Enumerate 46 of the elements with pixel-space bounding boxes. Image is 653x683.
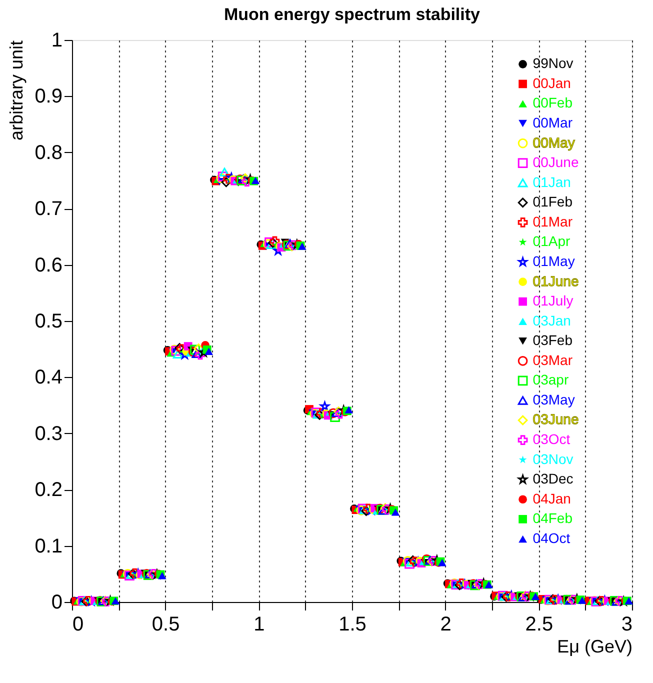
legend-label: 01Feb: [532, 194, 573, 210]
x-tick-label: 1: [254, 614, 265, 636]
legend-label: 04Jan: [532, 490, 571, 506]
legend-label: 01Jan: [532, 174, 571, 190]
legend-label: 03apr: [532, 372, 569, 388]
legend-label: 00Mar: [532, 114, 573, 131]
legend-label: 00Jan: [532, 74, 571, 91]
legend-label: 01Mar: [532, 213, 573, 230]
y-tick-label: 0.1: [34, 535, 62, 558]
legend-label: 00May: [532, 134, 575, 150]
y-tick-label: 0.6: [34, 254, 62, 276]
legend-label: 00Feb: [532, 94, 573, 111]
y-tick-label: 0.9: [34, 86, 62, 108]
y-tick-label: 0.5: [34, 310, 62, 332]
legend-label: 03June: [532, 411, 579, 428]
legend-label: 03Jan: [532, 312, 571, 328]
legend-label: 00June: [532, 154, 579, 170]
legend-label: 03Oct: [532, 431, 570, 448]
legend-label: 03May: [532, 391, 575, 408]
legend-label: 01Apr: [532, 233, 570, 250]
x-tick-label: 0.5: [152, 614, 180, 636]
y-tick-label: 0.2: [34, 479, 62, 502]
x-tick-label: 2: [440, 614, 452, 636]
legend-label: 04Oct: [532, 530, 570, 546]
x-tick-label: 1.5: [338, 614, 366, 636]
legend-label: 03Dec: [532, 470, 574, 487]
legend-label: 03Feb: [532, 332, 573, 348]
y-tick-label: 0.4: [34, 366, 62, 389]
x-tick-label: 2.5: [525, 614, 554, 636]
legend-label: 04Feb: [532, 510, 573, 526]
y-tick-label: 0: [51, 592, 62, 614]
legend-label: 01June: [532, 272, 579, 289]
chart-title: Muon energy spectrum stability: [224, 5, 481, 24]
x-axis-title: Eμ (GeV): [557, 636, 632, 656]
legend-label: 01May: [532, 252, 575, 269]
x-tick-label: 3: [621, 614, 632, 636]
legend-label: 03Nov: [532, 450, 574, 467]
y-tick-label: 0.3: [34, 422, 62, 445]
y-tick-label: 0.8: [34, 142, 62, 164]
y-tick-label: 0.7: [34, 198, 62, 220]
legend-label: 03Mar: [532, 352, 573, 368]
legend-label: 01July: [532, 292, 574, 309]
x-tick-label: 0: [72, 614, 84, 636]
legend-label: 99Nov: [532, 55, 574, 72]
y-tick-label: 1: [51, 30, 62, 52]
y-axis-title: arbitrary unit: [6, 40, 27, 141]
